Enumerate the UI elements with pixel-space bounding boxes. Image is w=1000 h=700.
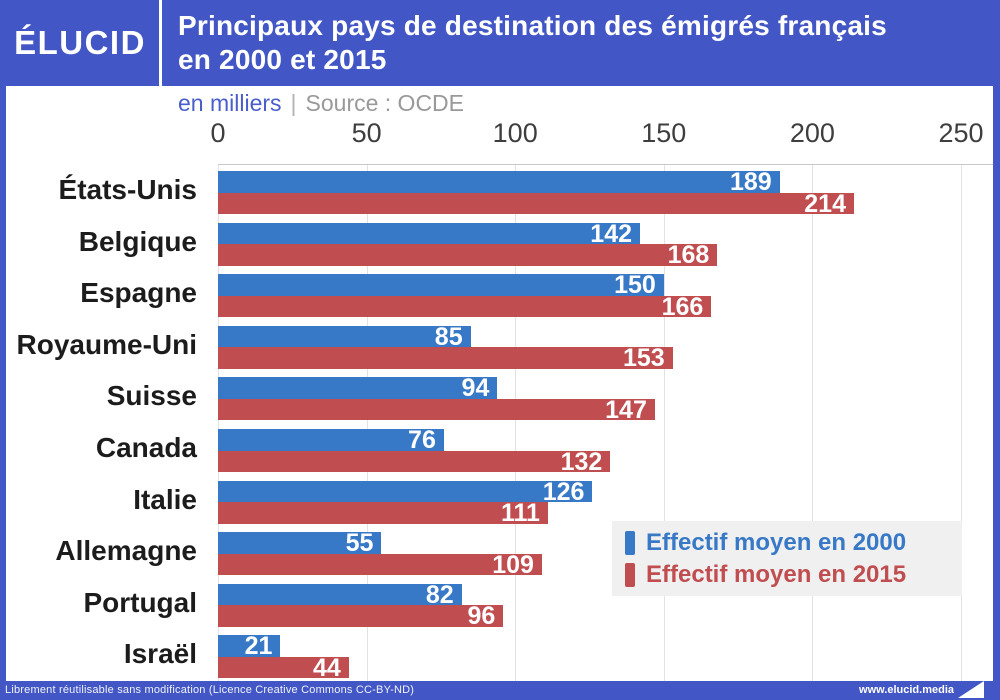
x-tick-150: 150 [641, 118, 687, 148]
bar-Suisse-2015: 147 [218, 395, 655, 424]
bar-value-label: 214 [804, 189, 846, 218]
gridline-50 [366, 165, 368, 682]
title-line-2: en 2000 et 2015 [178, 44, 387, 75]
bar-value-label: 76 [408, 426, 436, 454]
bar-value-label: 132 [560, 447, 603, 476]
gridline-200 [812, 165, 814, 682]
bar-Israël-2015: 44 [218, 653, 349, 682]
bar-Allemagne-2015: 109 [218, 550, 542, 579]
bar-value-label: 150 [614, 271, 656, 300]
bar-Belgique-2000: 142 [218, 219, 641, 248]
category-label-8: Allemagne [55, 535, 197, 567]
bar-value-label: 55 [345, 529, 374, 558]
bar-value-label: 147 [605, 395, 647, 424]
bar-Israël-2000: 21 [218, 632, 281, 661]
gridline-0 [218, 165, 219, 682]
bar-Allemagne-2000: 55 [218, 529, 382, 558]
bar-value-label: 168 [667, 241, 710, 270]
bar-Suisse-2000: 94 [218, 374, 498, 403]
bar-Italie-2015: 111 [218, 499, 548, 528]
license-text: Librement réutilisable sans modification… [5, 684, 415, 696]
bar-Royaume-Uni-2015: 153 [218, 344, 673, 373]
header-banner: ÉLUCID Principaux pays de destination de… [0, 0, 1000, 86]
x-tick-0: 0 [210, 118, 226, 148]
category-label-3: Espagne [80, 277, 197, 309]
bar-value-label: 85 [434, 322, 463, 351]
category-label-9: Portugal [83, 586, 197, 618]
category-label-4: Royaume-Uni [16, 328, 197, 360]
category-label-1: États-Unis [58, 174, 197, 205]
bar-value-label: 189 [729, 168, 772, 196]
bar-Espagne-2000: 150 [218, 271, 664, 300]
x-tick-200: 200 [789, 118, 835, 148]
legend-marker-2015 [625, 562, 635, 587]
elucid-flag-icon [958, 681, 984, 698]
category-label-10: Israël [123, 638, 197, 670]
bar-value-label: 126 [542, 477, 585, 506]
category-label-6: Canada [95, 432, 197, 463]
legend-row-2015: Effectif moyen en 2015 [625, 560, 962, 589]
bar-Italie-2000: 126 [218, 477, 593, 506]
page-title: Principaux pays de destination des émigr… [178, 9, 887, 77]
bar-États-Unis-2000: 189 [218, 168, 780, 196]
category-label-5: Suisse [106, 380, 197, 412]
bar-value-label: 109 [492, 550, 534, 579]
bar-value-label: 44 [312, 653, 341, 682]
category-label-2: Belgique [78, 225, 197, 257]
gridline-150 [663, 165, 665, 682]
x-tick-100: 100 [492, 118, 538, 148]
legend-label-2015: Effectif moyen en 2015 [646, 561, 907, 588]
legend: Effectif moyen en 2000 Effectif moyen en… [612, 521, 962, 596]
x-axis: 0 50 100 150 200 250 [210, 117, 983, 149]
logo-separator [159, 0, 162, 86]
bar-value-label: 21 [244, 632, 273, 661]
bar-Canada-2000: 76 [218, 426, 444, 454]
bar-Portugal-2015: 96 [218, 602, 504, 631]
title-line-1: Principaux pays de destination des émigr… [178, 10, 887, 41]
bar-value-label: 166 [661, 292, 704, 321]
chart-subtitle: en milliers | Source : OCDE [178, 89, 464, 117]
bar-Espagne-2015: 166 [218, 292, 712, 321]
bar-Royaume-Uni-2000: 85 [218, 322, 471, 351]
subtitle-separator: | [290, 90, 297, 116]
elucid-logo: ÉLUCID [14, 24, 146, 61]
bar-value-label: 82 [425, 580, 454, 609]
website-label: www.elucid.media [859, 684, 954, 696]
bar-value-label: 142 [590, 219, 633, 248]
bar-value-label: 153 [622, 344, 665, 373]
x-tick-50: 50 [351, 118, 382, 148]
legend-marker-2000 [625, 530, 635, 555]
frame-border-left [0, 86, 6, 681]
bar-États-Unis-2015: 214 [218, 189, 854, 218]
frame-border-right [993, 86, 1000, 681]
unit-label: en milliers [178, 90, 282, 116]
bar-Canada-2015: 132 [218, 447, 611, 476]
x-tick-250: 250 [938, 118, 984, 148]
bar-value-label: 94 [461, 374, 490, 403]
plot-area: 189 214 142 168 150 166 85 153 94 147 76 132 126 111 5… [218, 164, 993, 682]
source-label: Source : OCDE [305, 90, 465, 116]
bar-Portugal-2000: 82 [218, 580, 462, 609]
gridline-250 [961, 165, 962, 682]
legend-label-2000: Effectif moyen en 2000 [646, 529, 907, 556]
bar-Belgique-2015: 168 [218, 241, 718, 270]
footer-banner: Librement réutilisable sans modification… [0, 681, 1000, 700]
category-label-7: Italie [133, 483, 197, 515]
bar-value-label: 96 [467, 602, 496, 631]
gridline-100 [515, 165, 517, 682]
legend-row-2000: Effectif moyen en 2000 [625, 528, 962, 557]
bar-value-label: 111 [500, 499, 540, 528]
